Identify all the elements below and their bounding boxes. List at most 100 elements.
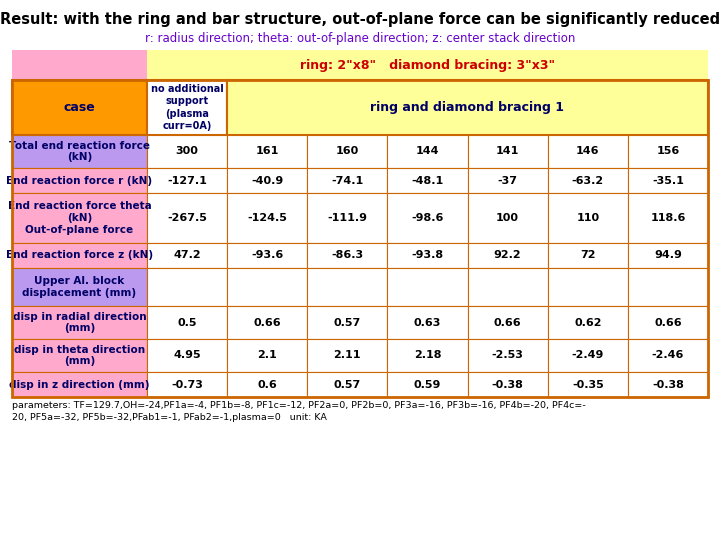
Bar <box>12 80 708 397</box>
Text: End reaction force theta
(kN)
Out-of-plane force: End reaction force theta (kN) Out-of-pla… <box>8 201 151 234</box>
Text: -86.3: -86.3 <box>331 251 364 260</box>
Bar <box>147 306 227 339</box>
Bar <box>227 243 307 268</box>
Bar <box>467 135 548 168</box>
Text: 2.11: 2.11 <box>333 350 361 361</box>
Text: 2.1: 2.1 <box>257 350 277 361</box>
Bar <box>227 135 307 168</box>
Bar <box>548 193 628 243</box>
Bar <box>387 268 467 306</box>
Text: -0.38: -0.38 <box>652 380 684 389</box>
Text: disp in theta direction
(mm): disp in theta direction (mm) <box>14 345 145 366</box>
Text: 141: 141 <box>496 146 519 157</box>
Bar <box>12 80 147 135</box>
Bar <box>227 268 307 306</box>
Text: no additional
support
(plasma
curr=0A): no additional support (plasma curr=0A) <box>150 84 223 131</box>
Bar <box>548 372 628 397</box>
Bar <box>387 193 467 243</box>
Bar <box>227 372 307 397</box>
Text: 0.59: 0.59 <box>414 380 441 389</box>
Text: End reaction force z (kN): End reaction force z (kN) <box>6 251 153 260</box>
Text: 0.57: 0.57 <box>333 380 361 389</box>
Bar <box>307 243 387 268</box>
Text: -35.1: -35.1 <box>652 176 684 186</box>
Bar <box>12 339 147 372</box>
Bar <box>147 168 227 193</box>
Bar <box>628 372 708 397</box>
Bar <box>628 268 708 306</box>
Bar <box>387 168 467 193</box>
Text: -2.53: -2.53 <box>492 350 523 361</box>
Bar <box>147 243 227 268</box>
Bar <box>467 306 548 339</box>
Text: -127.1: -127.1 <box>167 176 207 186</box>
Text: -93.6: -93.6 <box>251 251 283 260</box>
Text: 156: 156 <box>657 146 680 157</box>
Text: -267.5: -267.5 <box>167 213 207 223</box>
Bar <box>147 193 227 243</box>
Bar <box>548 306 628 339</box>
Text: 0.63: 0.63 <box>414 318 441 327</box>
Bar <box>548 268 628 306</box>
Text: 72: 72 <box>580 251 595 260</box>
Text: Result: with the ring and bar structure, out-of-plane force can be significantly: Result: with the ring and bar structure,… <box>0 12 720 27</box>
Text: 144: 144 <box>415 146 439 157</box>
Text: 0.66: 0.66 <box>494 318 521 327</box>
Bar <box>307 193 387 243</box>
Bar <box>467 193 548 243</box>
Bar <box>12 268 147 306</box>
Text: disp in z direction (mm): disp in z direction (mm) <box>9 380 150 389</box>
Bar <box>307 268 387 306</box>
Bar <box>628 243 708 268</box>
Text: ring and diamond bracing 1: ring and diamond bracing 1 <box>371 101 564 114</box>
Text: 92.2: 92.2 <box>494 251 521 260</box>
Text: -63.2: -63.2 <box>572 176 604 186</box>
Text: 0.57: 0.57 <box>333 318 361 327</box>
Text: parameters: TF=129.7,OH=-24,PF1a=-4, PF1b=-8, PF1c=-12, PF2a=0, PF2b=0, PF3a=-16: parameters: TF=129.7,OH=-24,PF1a=-4, PF1… <box>12 401 586 422</box>
Bar <box>467 339 548 372</box>
Bar <box>147 135 227 168</box>
Text: 0.6: 0.6 <box>257 380 277 389</box>
Text: -48.1: -48.1 <box>411 176 444 186</box>
Bar <box>147 80 227 135</box>
Bar <box>12 193 147 243</box>
Text: -2.46: -2.46 <box>652 350 684 361</box>
Bar <box>628 168 708 193</box>
Bar <box>147 268 227 306</box>
Text: disp in radial direction
(mm): disp in radial direction (mm) <box>13 312 146 333</box>
Bar <box>548 339 628 372</box>
Bar <box>147 339 227 372</box>
Text: Upper Al. block
displacement (mm): Upper Al. block displacement (mm) <box>22 276 137 298</box>
Text: -0.73: -0.73 <box>171 380 203 389</box>
Text: 2.18: 2.18 <box>414 350 441 361</box>
Bar <box>628 306 708 339</box>
Bar <box>12 306 147 339</box>
Bar <box>387 339 467 372</box>
Text: r: radius direction; theta: out-of-plane direction; z: center stack direction: r: radius direction; theta: out-of-plane… <box>145 32 575 45</box>
Bar <box>307 135 387 168</box>
Text: 160: 160 <box>336 146 359 157</box>
Text: -40.9: -40.9 <box>251 176 283 186</box>
Bar <box>227 306 307 339</box>
Text: 0.62: 0.62 <box>574 318 601 327</box>
Bar <box>227 168 307 193</box>
Text: 4.95: 4.95 <box>174 350 201 361</box>
Bar <box>12 50 147 80</box>
Bar <box>387 306 467 339</box>
Text: 161: 161 <box>256 146 279 157</box>
Text: -0.38: -0.38 <box>492 380 523 389</box>
Text: -111.9: -111.9 <box>328 213 367 223</box>
Bar <box>467 372 548 397</box>
Bar <box>387 135 467 168</box>
Text: 94.9: 94.9 <box>654 251 682 260</box>
Text: -2.49: -2.49 <box>572 350 604 361</box>
Text: 100: 100 <box>496 213 519 223</box>
Text: -93.8: -93.8 <box>411 251 444 260</box>
Bar <box>227 339 307 372</box>
Text: 110: 110 <box>576 213 599 223</box>
Text: Total end reaction force
(kN): Total end reaction force (kN) <box>9 141 150 163</box>
Text: 118.6: 118.6 <box>650 213 685 223</box>
Bar <box>227 193 307 243</box>
Bar <box>12 135 147 168</box>
Text: 0.5: 0.5 <box>177 318 197 327</box>
